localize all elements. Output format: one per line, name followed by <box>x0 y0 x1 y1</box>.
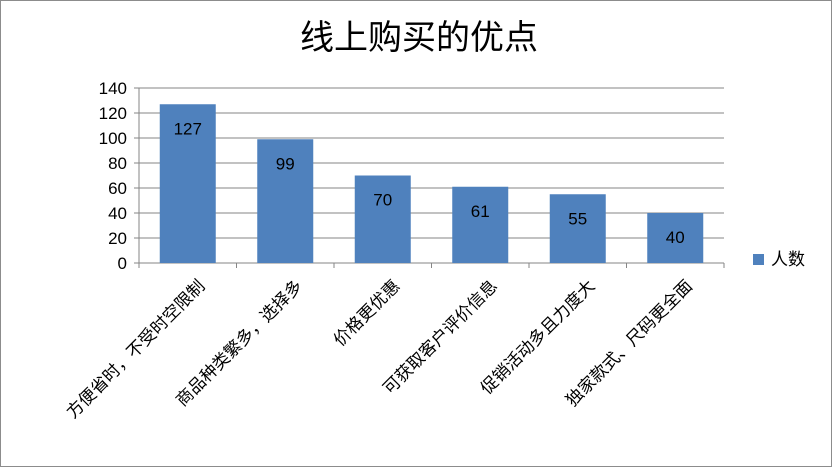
legend: 人数 <box>753 250 805 270</box>
y-tick-label: 0 <box>118 254 127 273</box>
y-tick-labels: 0 20 40 60 80 100 120 140 <box>99 79 127 273</box>
y-tick-label: 60 <box>108 179 127 198</box>
bars <box>159 104 704 263</box>
data-label: 99 <box>276 154 295 173</box>
bar <box>159 104 216 263</box>
y-tick-label: 100 <box>99 129 127 148</box>
y-tick-label: 120 <box>99 104 127 123</box>
category-label: 价格更优惠 <box>330 276 404 350</box>
bar <box>647 213 704 263</box>
legend-label: 人数 <box>771 250 805 270</box>
axes <box>134 87 725 268</box>
data-label: 40 <box>666 228 685 247</box>
y-tick-label: 40 <box>108 204 127 223</box>
legend-swatch <box>753 254 764 265</box>
data-label: 70 <box>373 191 392 210</box>
data-label: 127 <box>174 119 202 138</box>
data-label: 55 <box>568 209 587 228</box>
y-tick-label: 80 <box>108 154 127 173</box>
bar <box>452 186 509 263</box>
y-tick-label: 140 <box>99 79 127 98</box>
bar <box>257 139 314 263</box>
data-label: 61 <box>471 202 490 221</box>
y-tick-label: 20 <box>108 229 127 248</box>
chart-title: 线上购买的优点 <box>300 18 538 58</box>
bar <box>549 194 606 263</box>
data-labels: 127 99 70 61 55 40 <box>174 119 685 247</box>
bar <box>354 175 411 263</box>
gridlines <box>139 87 724 239</box>
